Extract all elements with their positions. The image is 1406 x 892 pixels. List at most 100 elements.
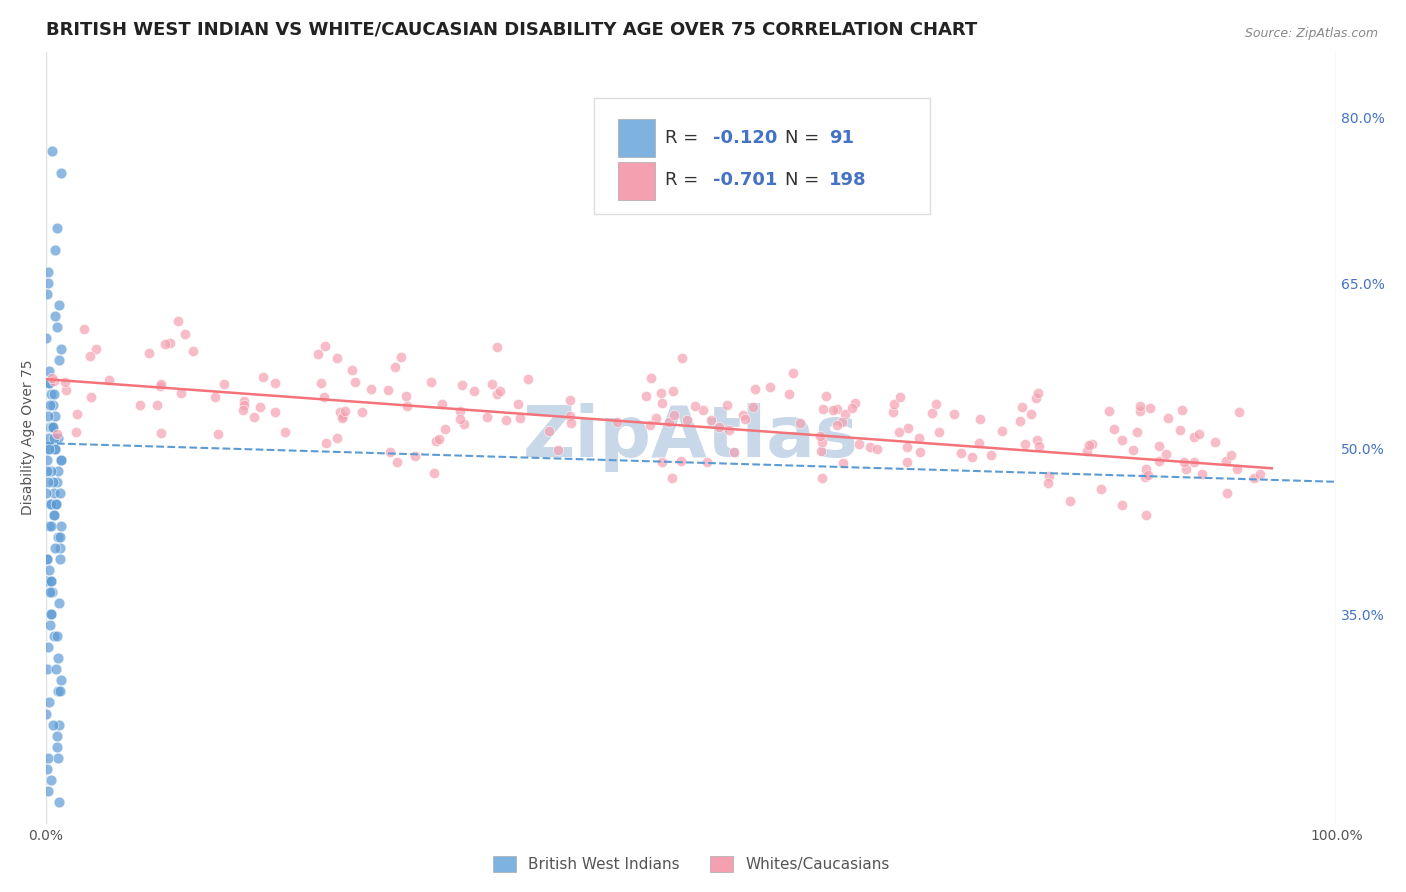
Point xyxy=(35,662,58,676)
Point xyxy=(859,440,882,454)
FancyBboxPatch shape xyxy=(617,120,655,157)
Point xyxy=(1076,443,1098,458)
Point xyxy=(35,452,58,467)
Point xyxy=(263,405,285,419)
Point xyxy=(46,739,69,754)
Point xyxy=(723,444,745,458)
Point xyxy=(42,486,65,500)
Point xyxy=(37,265,59,279)
Point xyxy=(49,530,72,544)
Point xyxy=(1111,498,1133,512)
Point xyxy=(897,421,920,435)
Point xyxy=(315,436,337,450)
Point xyxy=(41,144,63,158)
Point xyxy=(430,397,453,411)
Point xyxy=(48,353,70,368)
Point xyxy=(39,618,62,632)
Text: ZipAtlas: ZipAtlas xyxy=(523,403,859,472)
Point xyxy=(44,508,66,522)
Point xyxy=(969,411,991,425)
Point xyxy=(707,420,730,434)
Point xyxy=(252,370,274,384)
Point xyxy=(651,455,673,469)
Point xyxy=(558,409,581,423)
Point xyxy=(825,417,848,432)
Point xyxy=(450,378,472,392)
Point xyxy=(742,400,765,414)
Point xyxy=(207,426,229,441)
Point xyxy=(449,412,471,426)
Point xyxy=(39,497,62,511)
Point xyxy=(671,351,693,366)
Point xyxy=(42,508,65,522)
Point xyxy=(650,386,672,401)
Point xyxy=(925,397,948,411)
Point xyxy=(1149,454,1171,468)
Point xyxy=(1182,455,1205,469)
Point xyxy=(159,335,181,350)
Point xyxy=(249,400,271,414)
Point xyxy=(661,470,683,484)
Point xyxy=(39,419,62,434)
Point xyxy=(38,563,60,577)
Point xyxy=(42,419,65,434)
Point xyxy=(716,398,738,412)
Point xyxy=(232,393,254,408)
Point xyxy=(1173,455,1195,469)
Point xyxy=(41,585,63,599)
Point xyxy=(1170,403,1192,417)
Point xyxy=(658,415,681,429)
Point xyxy=(80,390,103,404)
Point xyxy=(651,396,673,410)
Point xyxy=(389,350,412,364)
Point xyxy=(46,221,69,235)
Point xyxy=(55,383,77,397)
Point xyxy=(1104,421,1126,435)
Point xyxy=(39,464,62,478)
Point xyxy=(312,390,335,404)
Point xyxy=(834,407,856,421)
Point xyxy=(640,371,662,385)
Point xyxy=(634,389,657,403)
Point xyxy=(42,475,65,489)
Point xyxy=(420,375,443,389)
Text: BRITISH WEST INDIAN VS WHITE/CAUCASIAN DISABILITY AGE OVER 75 CORRELATION CHART: BRITISH WEST INDIAN VS WHITE/CAUCASIAN D… xyxy=(46,21,977,39)
Point xyxy=(41,419,63,434)
Point xyxy=(865,442,887,457)
Point xyxy=(1168,423,1191,437)
Point xyxy=(463,384,485,399)
Point xyxy=(49,452,72,467)
Point xyxy=(35,442,58,456)
Point xyxy=(129,398,152,412)
Point xyxy=(488,384,510,398)
Point xyxy=(831,415,853,429)
Point xyxy=(896,440,918,454)
Point xyxy=(485,340,508,354)
Point xyxy=(811,471,834,485)
Point xyxy=(45,729,67,743)
Point xyxy=(98,373,121,387)
Point xyxy=(48,684,70,698)
Point xyxy=(343,375,366,389)
Point xyxy=(980,448,1002,462)
Point xyxy=(41,607,63,622)
Point xyxy=(943,407,966,421)
Point xyxy=(145,398,167,412)
Point xyxy=(921,406,943,420)
Point xyxy=(759,380,782,394)
Point xyxy=(1226,462,1249,476)
Point xyxy=(48,795,70,809)
Point xyxy=(53,375,76,389)
Point xyxy=(138,345,160,359)
Point xyxy=(1111,434,1133,448)
Point xyxy=(1156,410,1178,425)
Point xyxy=(44,442,66,456)
Point xyxy=(352,405,374,419)
Point xyxy=(889,390,911,404)
Point xyxy=(35,486,58,500)
Point xyxy=(329,405,352,419)
Point xyxy=(37,464,59,478)
Point xyxy=(662,384,685,398)
Text: -0.701: -0.701 xyxy=(713,171,778,189)
Point xyxy=(731,408,754,422)
